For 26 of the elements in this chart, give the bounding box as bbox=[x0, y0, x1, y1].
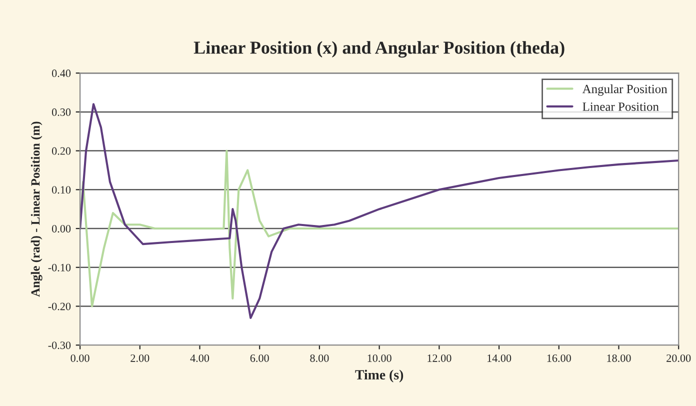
line-series bbox=[80, 150, 679, 308]
y-tick-label: -0.10 bbox=[48, 264, 71, 272]
y-tick-label: 0.40 bbox=[52, 70, 71, 78]
x-tick-label: 20.00 bbox=[666, 354, 691, 362]
x-tick-label: 0.00 bbox=[70, 354, 90, 362]
y-tick-label: 0.10 bbox=[52, 186, 71, 194]
x-tick-label: 8.00 bbox=[310, 354, 329, 362]
y-tick-label: 0.20 bbox=[52, 147, 71, 155]
y-axis-title: Angle (rad) - Linear Position (m) bbox=[30, 122, 42, 297]
x-tick-label: 2.00 bbox=[130, 354, 150, 362]
x-tick-label: 14.00 bbox=[488, 354, 512, 362]
x-tick-label: 16.00 bbox=[547, 354, 571, 362]
legend-label: Angular Position bbox=[582, 84, 668, 96]
y-tick-label: 0.30 bbox=[52, 108, 71, 116]
line-series bbox=[80, 103, 679, 319]
chart-title: Linear Position (x) and Angular Position (theda) bbox=[194, 41, 564, 58]
x-tick-label: 6.00 bbox=[250, 354, 269, 362]
y-tick-label: -0.30 bbox=[48, 342, 71, 350]
y-tick-label: -0.20 bbox=[48, 302, 71, 310]
x-axis-title: Time (s) bbox=[355, 370, 404, 382]
y-tick-label: 0.00 bbox=[52, 224, 71, 233]
x-tick-label: 18.00 bbox=[607, 354, 631, 362]
x-tick-label: 10.00 bbox=[368, 354, 392, 362]
x-tick-label: 12.00 bbox=[428, 354, 452, 362]
x-tick-label: 4.00 bbox=[190, 354, 210, 362]
legend-label: Linear Position bbox=[582, 102, 659, 111]
